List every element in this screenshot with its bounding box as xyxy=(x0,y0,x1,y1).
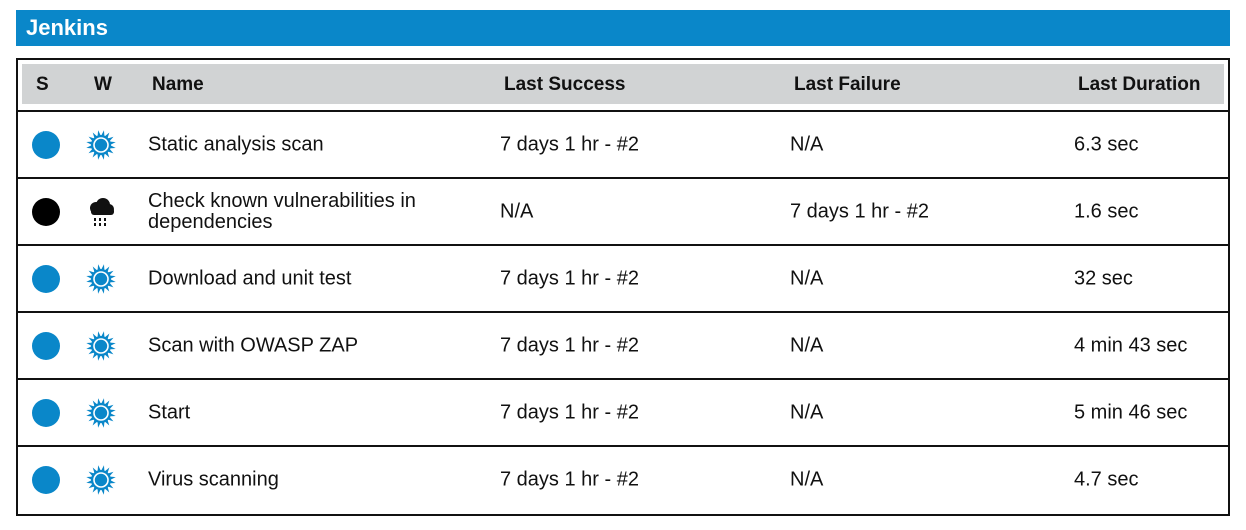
sunny-icon xyxy=(84,463,118,497)
job-name-link[interactable]: Start xyxy=(148,401,191,423)
status-ball-icon xyxy=(32,197,60,226)
last-success[interactable]: 7 days 1 hr - #2 xyxy=(500,401,639,423)
last-failure[interactable]: N/A xyxy=(790,401,824,423)
table-row: Download and unit test 7 days 1 hr - #2 N/… xyxy=(18,244,1228,311)
last-duration: 5 min 46 sec xyxy=(1074,401,1188,423)
column-header-weather[interactable]: W xyxy=(94,74,112,95)
status-ball-icon xyxy=(32,398,60,427)
last-failure[interactable]: N/A xyxy=(790,267,824,289)
app-title-bar: Jenkins xyxy=(16,10,1230,46)
job-name-link[interactable]: Virus scanning xyxy=(148,468,279,490)
last-success[interactable]: 7 days 1 hr - #2 xyxy=(500,468,639,490)
status-ball-icon xyxy=(32,264,60,293)
last-failure[interactable]: N/A xyxy=(790,334,824,356)
last-failure[interactable]: N/A xyxy=(790,468,824,490)
sunny-icon xyxy=(84,329,118,363)
table-row: Scan with OWASP ZAP 7 days 1 hr - #2 N/A 4 … xyxy=(18,311,1228,378)
last-success[interactable]: 7 days 1 hr - #2 xyxy=(500,334,639,356)
last-failure[interactable]: 7 days 1 hr - #2 xyxy=(790,200,929,222)
last-success[interactable]: 7 days 1 hr - #2 xyxy=(500,133,639,155)
last-success[interactable]: N/A xyxy=(500,200,534,222)
jobs-table: S W Name Last Success Last Failure Last … xyxy=(16,58,1230,516)
column-header-last-failure[interactable]: Last Failure xyxy=(794,74,901,95)
last-duration: 6.3 sec xyxy=(1074,133,1139,155)
table-row: Static analysis scan 7 days 1 hr - #2 N/A 6… xyxy=(18,110,1228,177)
column-header-name[interactable]: Name xyxy=(152,74,204,95)
column-header-last-success[interactable]: Last Success xyxy=(504,74,626,95)
sunny-icon xyxy=(84,262,118,296)
job-name-link[interactable]: Download and unit test xyxy=(148,267,352,289)
table-row: Check known vulnerabilities in dependenc… xyxy=(18,177,1228,244)
status-ball-icon xyxy=(32,331,60,360)
job-name-link[interactable]: Check known vulnerabilities in dependenc… xyxy=(148,189,416,233)
last-duration: 4.7 sec xyxy=(1074,468,1139,490)
status-ball-icon xyxy=(32,130,60,159)
sunny-icon xyxy=(84,128,118,162)
column-header-status[interactable]: S xyxy=(36,74,49,95)
status-ball-icon xyxy=(32,465,60,494)
app-title: Jenkins xyxy=(26,15,108,40)
job-name-link[interactable]: Scan with OWASP ZAP xyxy=(148,334,359,356)
column-header-last-duration[interactable]: Last Duration xyxy=(1078,74,1201,95)
last-success[interactable]: 7 days 1 hr - #2 xyxy=(500,267,639,289)
table-body: Static analysis scan 7 days 1 hr - #2 N/A 6… xyxy=(18,110,1228,512)
table-row: Start 7 days 1 hr - #2 N/A 5 min 46 sec xyxy=(18,378,1228,445)
last-duration: 32 sec xyxy=(1074,267,1133,289)
job-name-link[interactable]: Static analysis scan xyxy=(148,133,324,155)
stormy-icon xyxy=(84,195,118,229)
last-failure[interactable]: N/A xyxy=(790,133,824,155)
sunny-icon xyxy=(84,396,118,430)
table-row: Virus scanning 7 days 1 hr - #2 N/A 4.7 sec xyxy=(18,445,1228,512)
last-duration: 1.6 sec xyxy=(1074,200,1139,222)
last-duration: 4 min 43 sec xyxy=(1074,334,1188,356)
table-header: S W Name Last Success Last Failure Last … xyxy=(22,64,1224,104)
